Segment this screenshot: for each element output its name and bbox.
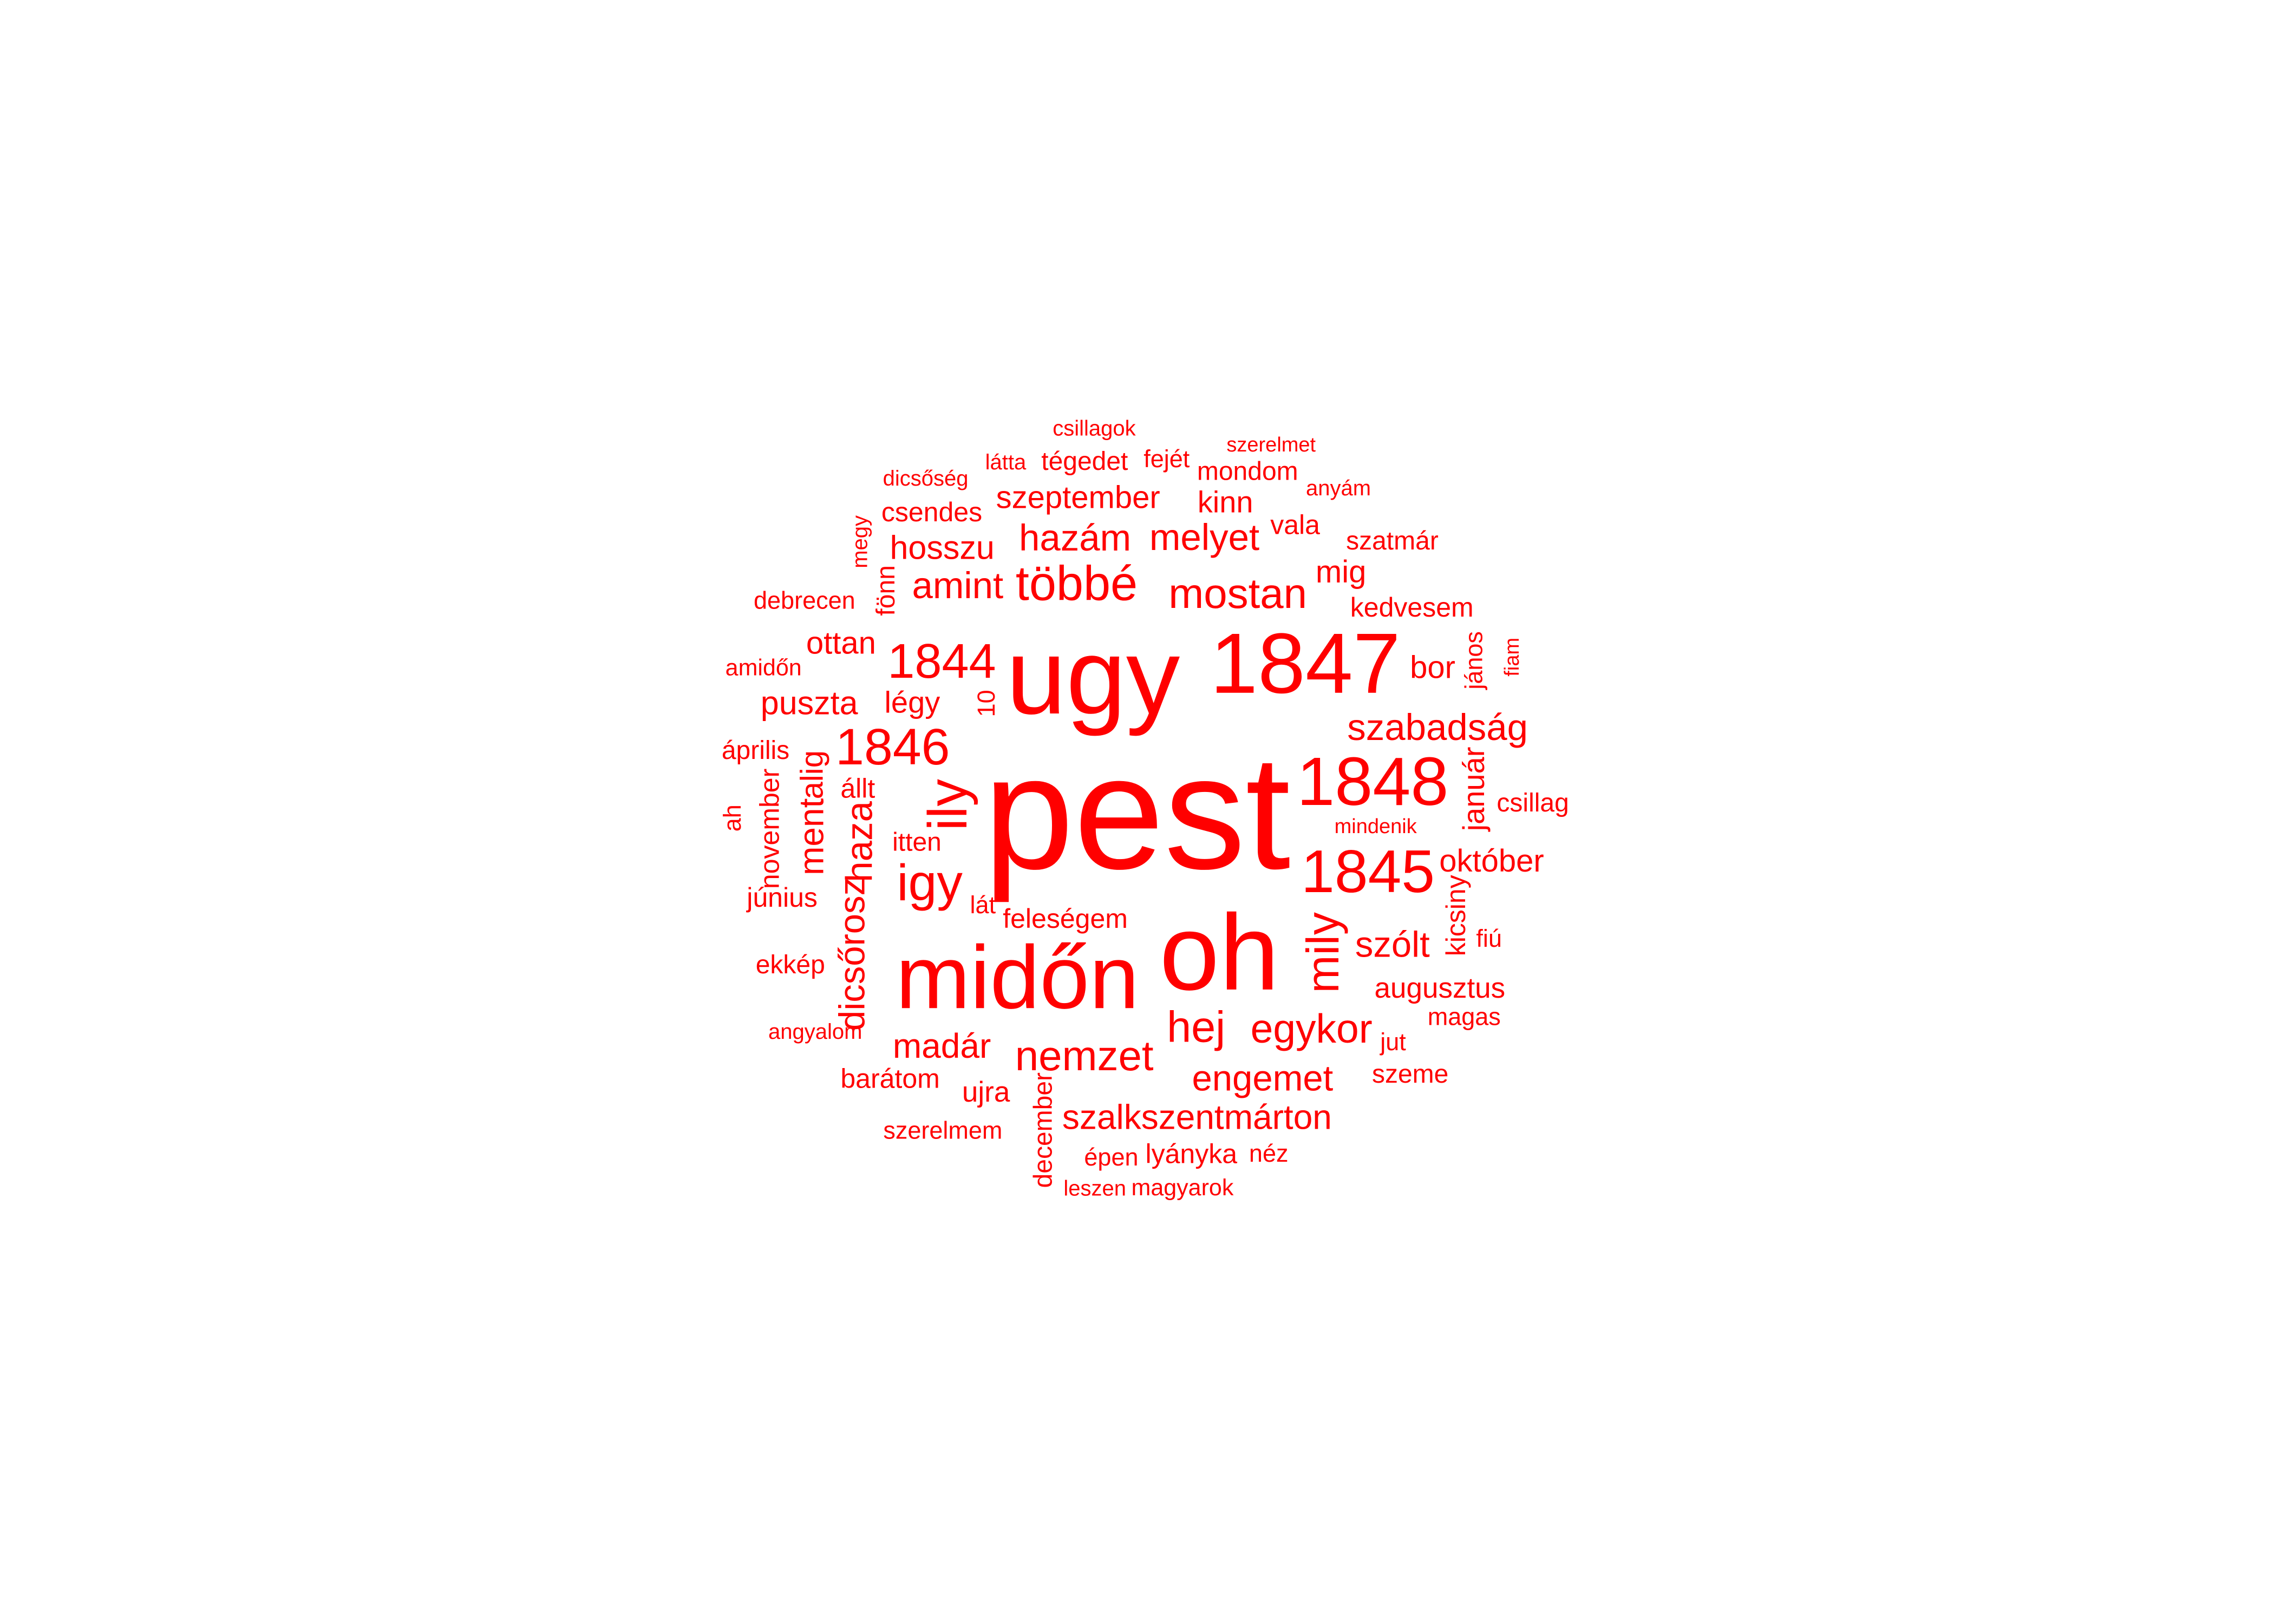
cloud-word: 1846 [835,718,950,776]
cloud-word: magas [1428,1003,1501,1031]
cloud-word: tégedet [1041,447,1128,476]
cloud-word: néz [1249,1140,1289,1167]
cloud-word: itten [892,828,942,857]
cloud-word: csillagok [1053,417,1136,441]
cloud-word: szatmár [1346,527,1439,555]
cloud-word: többé [1016,557,1138,611]
cloud-word: leszen [1063,1176,1126,1200]
cloud-word: megy [848,515,872,568]
cloud-word: engemet [1192,1058,1334,1099]
cloud-word: szerelmet [1226,434,1316,456]
cloud-word: ugy [1006,617,1180,737]
cloud-word: amidőn [726,655,802,681]
cloud-word: oh [1159,893,1279,1013]
cloud-word: debrecen [754,586,855,614]
cloud-word: épen [1084,1143,1138,1171]
cloud-word: csendes [881,497,982,527]
cloud-word: látta [985,450,1027,474]
cloud-word: dicsőrosz [832,878,872,1031]
cloud-word: ekkép [756,951,825,979]
cloud-word: december [1029,1072,1057,1188]
cloud-word: szabadság [1347,706,1528,748]
cloud-word: ily [918,779,978,831]
cloud-word: mindenik [1335,815,1417,838]
cloud-word: kicsiny [1441,875,1471,956]
cloud-word: mostan [1168,569,1307,617]
cloud-word: ment [792,798,831,875]
cloud-word: mondom [1197,457,1298,486]
cloud-word: szalkszentmárton [1062,1097,1332,1136]
cloud-word: egykor [1251,1006,1373,1051]
cloud-word: csillag [1497,789,1569,817]
cloud-word: haza [839,801,880,882]
cloud-word: szeptember [996,480,1160,515]
cloud-word: ujra [962,1076,1010,1108]
cloud-word: fönn [872,565,900,615]
cloud-word: 1844 [887,634,996,689]
cloud-word: igy [897,854,963,912]
cloud-word: nemzet [1015,1032,1154,1079]
cloud-word: fejét [1143,445,1190,473]
cloud-word: április [722,736,789,765]
cloud-word: magyarok [1132,1175,1234,1201]
cloud-word: puszta [761,684,858,721]
cloud-word: október [1439,843,1544,879]
cloud-word: fiú [1476,925,1502,952]
cloud-word: hosszu [890,529,994,566]
cloud-word: jut [1379,1028,1406,1056]
cloud-word: mig [1316,554,1366,590]
cloud-word: kedvesem [1350,592,1474,623]
cloud-word: légy [884,685,940,719]
cloud-word: hazám [1019,517,1131,559]
cloud-word: dicsőség [883,467,969,490]
cloud-word: november [754,769,785,889]
cloud-word: vala [1270,509,1320,540]
cloud-word: szólt [1355,924,1430,965]
cloud-word: augusztus [1375,972,1506,1004]
cloud-word: anyám [1306,476,1371,500]
cloud-word: ah [718,804,746,831]
cloud-word: szeme [1372,1060,1448,1089]
cloud-word: amint [912,565,1003,606]
cloud-word: 1848 [1297,743,1448,820]
cloud-word: lát [970,891,996,919]
cloud-word: barátom [840,1063,939,1093]
cloud-word: pest [983,721,1291,904]
cloud-word: 1847 [1210,616,1401,711]
cloud-word: január [1456,747,1491,833]
cloud-word: június [746,882,818,913]
cloud-word: állt [840,774,875,804]
cloud-word: alig [795,750,830,799]
cloud-word: mily [1297,912,1348,993]
cloud-word: angyalom [768,1020,862,1044]
cloud-word: hej [1167,1003,1225,1051]
cloud-word: feleségem [1003,903,1128,934]
cloud-word: midőn [896,927,1139,1027]
cloud-word: szerelmem [883,1117,1002,1144]
cloud-word: kinn [1198,485,1253,519]
cloud-word: ottan [806,625,876,660]
cloud-word: fiam [1501,638,1524,677]
cloud-word: jános [1460,631,1488,691]
cloud-word: madár [893,1026,991,1065]
cloud-word: 1845 [1301,838,1435,905]
cloud-word: bor [1410,650,1455,685]
cloud-word: melyet [1149,516,1259,558]
cloud-word: 10 [972,690,1000,717]
cloud-word: lyányka [1146,1139,1238,1169]
